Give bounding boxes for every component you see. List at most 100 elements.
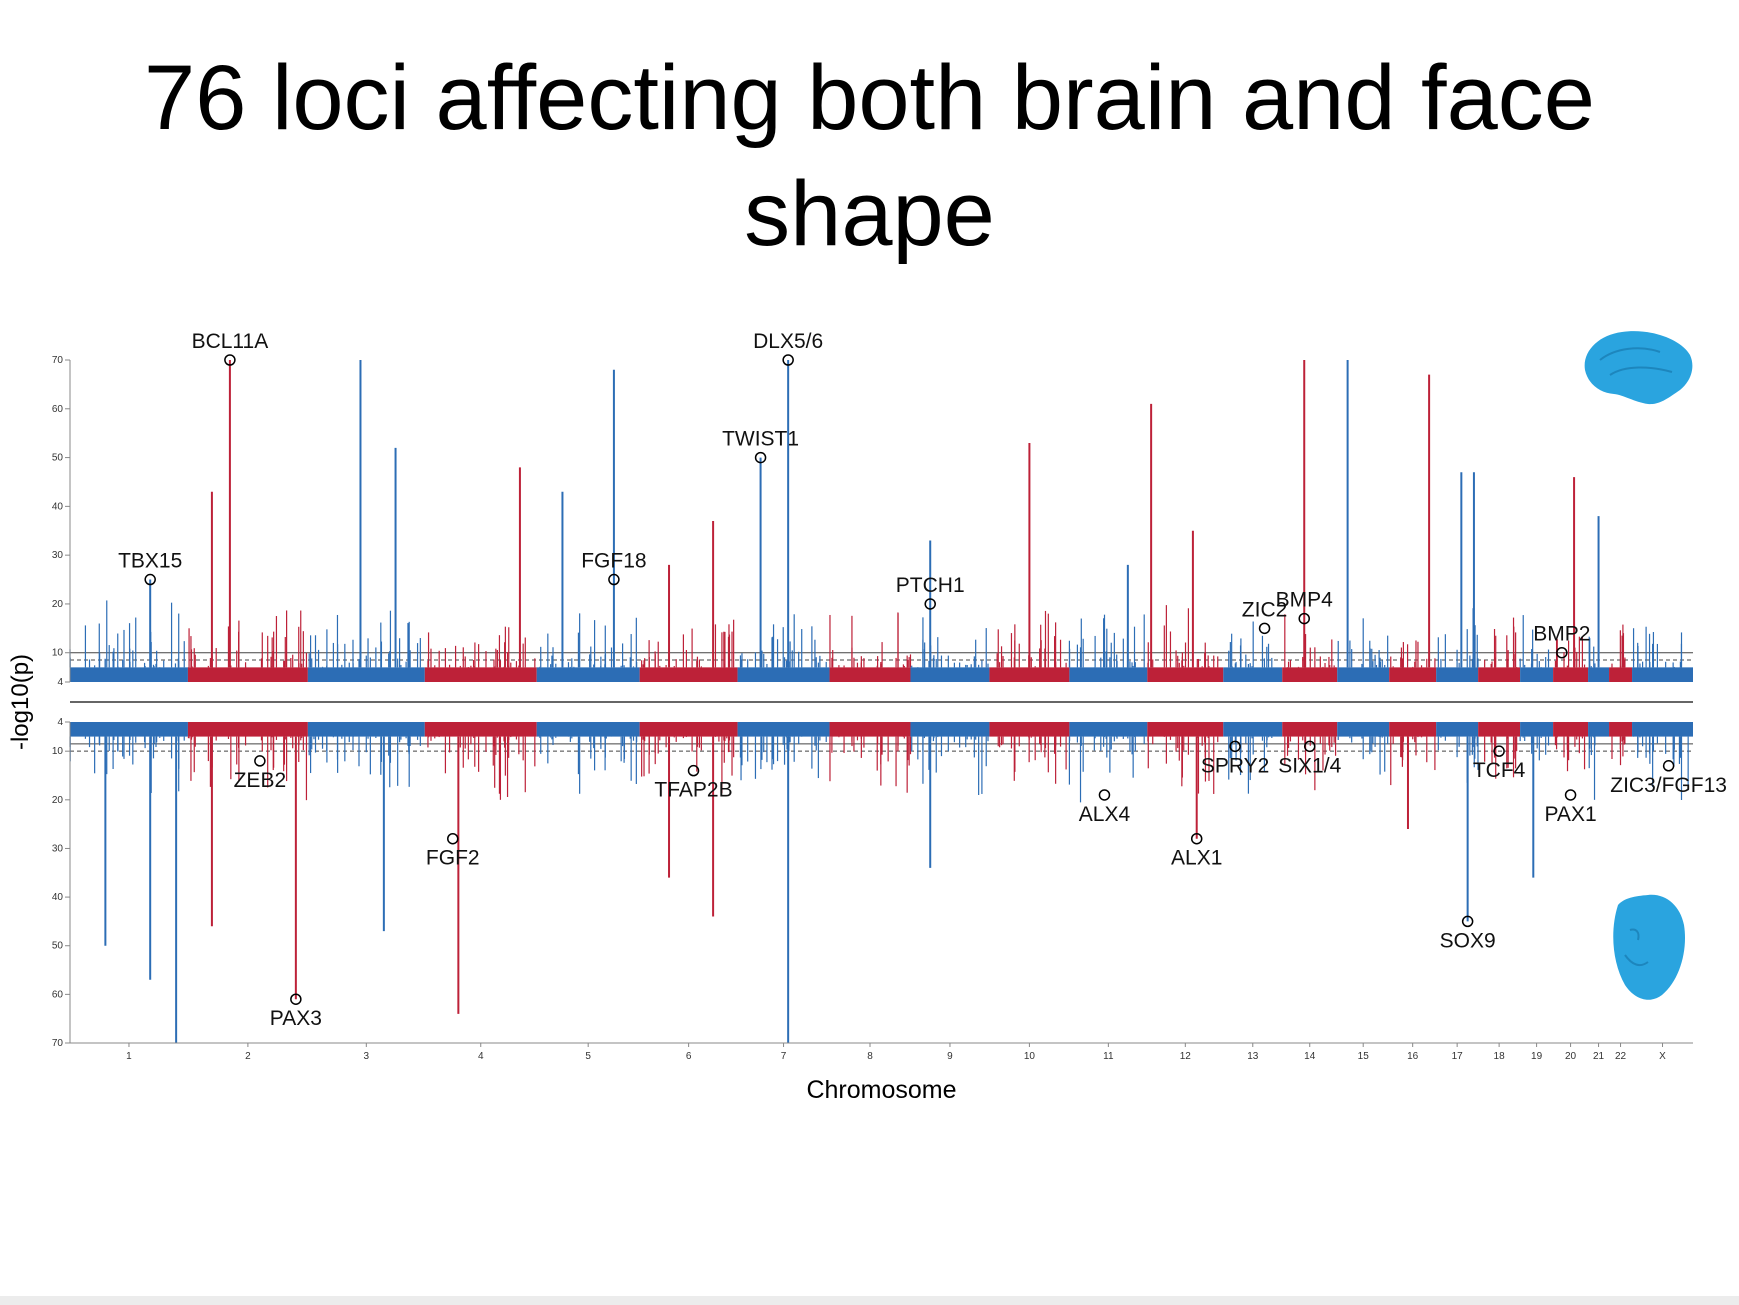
bottom-y-tick-label: 20 bbox=[52, 795, 64, 806]
locus-marker bbox=[782, 354, 794, 366]
top-y-tick-label: 4 bbox=[57, 677, 63, 688]
locus-label: TWIST1 bbox=[722, 428, 799, 451]
x-tick-label-chr-14: 14 bbox=[1304, 1051, 1316, 1062]
locus-marker bbox=[1493, 745, 1505, 757]
x-tick-label-chr-15: 15 bbox=[1358, 1051, 1370, 1062]
x-tick-label-chr-9: 9 bbox=[947, 1051, 953, 1062]
locus-marker bbox=[1461, 915, 1474, 928]
locus-marker bbox=[1298, 612, 1310, 625]
top-band-chr-4 bbox=[424, 667, 537, 682]
locus-marker bbox=[144, 573, 156, 586]
top-y-tick-label: 60 bbox=[52, 404, 64, 415]
locus-marker bbox=[447, 832, 459, 845]
top-band-chr-8 bbox=[829, 667, 911, 682]
locus-label: FGF2 bbox=[426, 847, 480, 870]
locus-label: FGF18 bbox=[581, 550, 646, 573]
bottom-band-chr-17 bbox=[1436, 722, 1479, 737]
x-tick-label-chr-17: 17 bbox=[1452, 1051, 1464, 1062]
top-band-chr-3 bbox=[307, 667, 425, 682]
locus-label: BMP4 bbox=[1276, 589, 1334, 612]
top-band-chr-11 bbox=[1069, 667, 1148, 682]
locus-label: PAX3 bbox=[270, 1007, 322, 1030]
bottom-band-chr-15 bbox=[1337, 722, 1390, 737]
bottom-band-chr-16 bbox=[1389, 722, 1437, 737]
top-y-tick-label: 30 bbox=[52, 550, 64, 561]
x-tick-label-chr-22: 22 bbox=[1615, 1051, 1627, 1062]
locus-marker bbox=[608, 573, 620, 586]
locus-label: ZIC2 bbox=[1242, 598, 1288, 621]
locus-label: PTCH1 bbox=[896, 574, 965, 597]
signal-columns bbox=[69, 360, 1693, 1043]
brain-model-icon bbox=[1584, 331, 1693, 405]
x-tick-label-chr-19: 19 bbox=[1531, 1051, 1543, 1062]
top-band-chr-6 bbox=[639, 667, 738, 682]
locus-label: BCL11A bbox=[192, 330, 269, 353]
locus-marker bbox=[1098, 789, 1111, 801]
locus-marker bbox=[1258, 622, 1271, 635]
top-band-chr-9 bbox=[910, 667, 990, 682]
bottom-y-tick-label: 30 bbox=[52, 843, 64, 854]
locus-marker bbox=[1662, 760, 1675, 772]
bottom-y-tick-label: 50 bbox=[52, 941, 64, 952]
x-tick-label-chr-4: 4 bbox=[478, 1051, 484, 1062]
model-icons bbox=[1584, 331, 1693, 1000]
locus-marker bbox=[1190, 832, 1203, 845]
locus-label: SIX1/4 bbox=[1278, 754, 1341, 777]
locus-marker bbox=[1564, 789, 1577, 801]
bottom-y-tick-label: 40 bbox=[52, 892, 64, 903]
x-tick-label-chr-8: 8 bbox=[867, 1051, 873, 1062]
top-band-chr-19 bbox=[1520, 667, 1554, 682]
x-tick-label-chr-20: 20 bbox=[1565, 1051, 1577, 1062]
x-tick-label-chr-18: 18 bbox=[1494, 1051, 1506, 1062]
x-tick-label-chr-12: 12 bbox=[1180, 1051, 1192, 1062]
bottom-band-chr-3 bbox=[307, 722, 425, 737]
locus-marker bbox=[290, 993, 302, 1005]
locus-marker bbox=[754, 451, 767, 464]
locus-label: DLX5/6 bbox=[753, 330, 823, 353]
y-axis-label: -log10(p) bbox=[7, 654, 34, 750]
top-band-chr-20 bbox=[1553, 667, 1589, 682]
locus-marker bbox=[924, 598, 936, 610]
top-band-chr-X bbox=[1632, 667, 1693, 682]
locus-label: SPRY2 bbox=[1201, 754, 1270, 777]
top-band-chr-15 bbox=[1337, 667, 1390, 682]
bottom-band-chr-6 bbox=[639, 722, 738, 737]
top-y-tick-label: 70 bbox=[52, 355, 64, 366]
locus-label: ALX4 bbox=[1079, 803, 1131, 826]
bottom-band-chr-X bbox=[1632, 722, 1693, 737]
x-tick-label-chr-3: 3 bbox=[364, 1051, 370, 1062]
x-tick-label-chr-10: 10 bbox=[1024, 1051, 1036, 1062]
chart-axes: 4 4 10 10 20 20 30 30 40 40 50 50 60 60 70 70 -log10(p) 1… bbox=[7, 355, 1693, 1104]
locus-label: SOX9 bbox=[1440, 929, 1496, 952]
x-tick-label-chr-16: 16 bbox=[1407, 1051, 1419, 1062]
bottom-band-chr-21 bbox=[1588, 722, 1610, 737]
locus-label: ZIC3/FGF13 bbox=[1610, 774, 1727, 797]
top-band-chr-16 bbox=[1389, 667, 1437, 682]
top-band-chr-7 bbox=[737, 667, 830, 682]
bottom-band-chr-18 bbox=[1478, 722, 1521, 737]
locus-marker bbox=[687, 764, 700, 777]
locus-marker bbox=[1303, 740, 1316, 753]
locus-marker bbox=[1556, 646, 1568, 659]
top-band-chr-12 bbox=[1147, 667, 1224, 682]
x-tick-label-chr-5: 5 bbox=[585, 1051, 591, 1062]
x-tick-label-chr-13: 13 bbox=[1247, 1051, 1259, 1062]
x-tick-label-chr-X: X bbox=[1659, 1051, 1666, 1062]
bottom-band-chr-13 bbox=[1223, 722, 1283, 737]
slide-title-line-2: shape bbox=[744, 163, 995, 265]
bottom-band-chr-22 bbox=[1609, 722, 1633, 737]
slide-title: 76 loci affecting both brain and face sh… bbox=[0, 40, 1739, 272]
top-band-chr-18 bbox=[1478, 667, 1521, 682]
bottom-band-chr-20 bbox=[1553, 722, 1589, 737]
top-y-tick-label: 50 bbox=[52, 453, 64, 464]
bottom-y-tick-label: 60 bbox=[52, 989, 64, 1000]
bottom-band-chr-1 bbox=[70, 722, 188, 737]
locus-marker bbox=[254, 755, 266, 767]
locus-labels: BCL11ATBX15DLX5/6TWIST1FGF18PTCH1BMP4ZIC… bbox=[118, 330, 1727, 1030]
top-band-chr-14 bbox=[1282, 667, 1338, 682]
x-axis-label: Chromosome bbox=[806, 1076, 956, 1104]
face-model-icon bbox=[1613, 894, 1686, 1000]
bottom-band-chr-4 bbox=[424, 722, 537, 737]
top-band-chr-5 bbox=[536, 667, 640, 682]
